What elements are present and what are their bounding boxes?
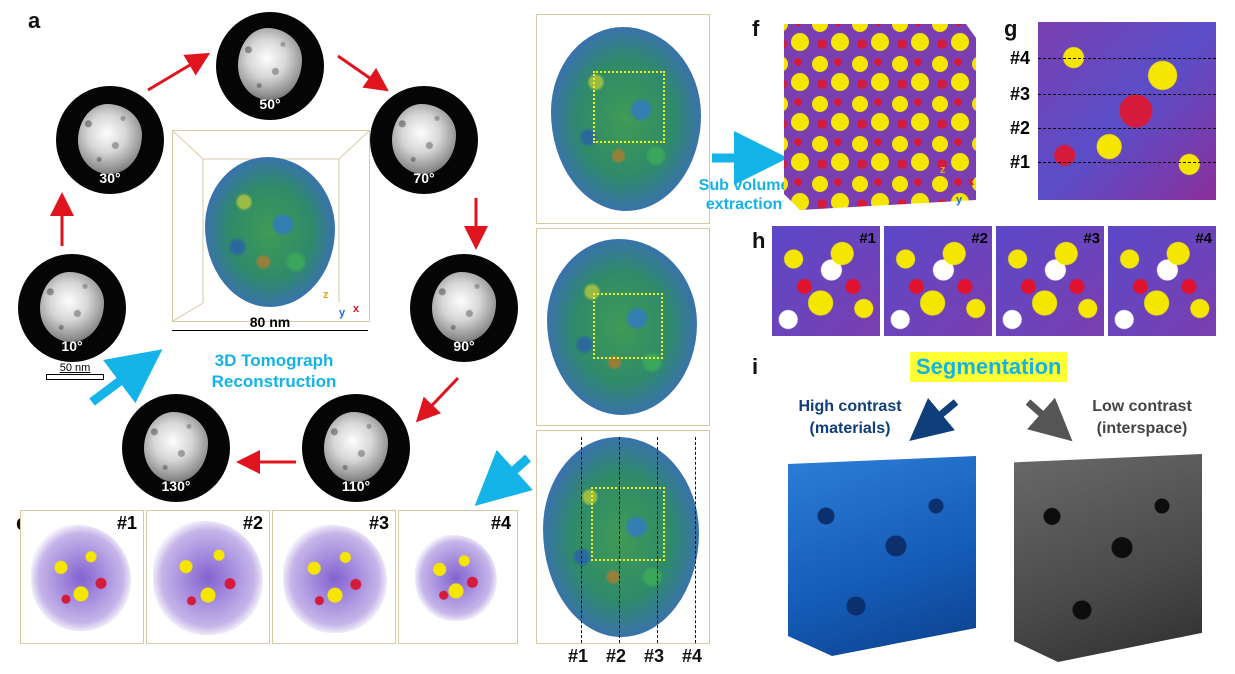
panel-c-volume xyxy=(536,228,710,426)
panel-e-slice-1: #1 xyxy=(20,510,144,644)
panel-g-slice-map xyxy=(1038,22,1216,200)
reconstruction-caption: 3D Tomograph Reconstruction xyxy=(211,351,337,391)
scale-bar: 50 nm xyxy=(46,362,104,380)
tilt-image-10: 10° xyxy=(18,254,126,362)
panel-b-volume xyxy=(536,14,710,224)
slice-line-2 xyxy=(619,437,620,643)
width-dimension-line xyxy=(172,330,368,331)
panel-h-slice-4: #4 xyxy=(1108,226,1216,336)
axis-y-label-f: y xyxy=(956,194,963,206)
subvolume-caption: Sub volume extraction xyxy=(698,177,790,213)
axis-y-label: y xyxy=(339,307,346,319)
panel-f-cube: z y x xyxy=(770,14,980,210)
slice-line-3 xyxy=(657,437,658,643)
slice-label-d-3: #3 xyxy=(644,646,665,666)
tilt-image-70: 70° xyxy=(370,86,478,194)
panel-e-slice-2: #2 xyxy=(146,510,270,644)
materials-cube xyxy=(788,456,976,656)
panel-label-f: f xyxy=(752,16,760,41)
arrow-90-to-110 xyxy=(415,376,460,423)
slice-label-d-2: #2 xyxy=(606,646,627,666)
panel-h-slice-1: #1 xyxy=(772,226,880,336)
subvolume-box xyxy=(593,71,665,143)
width-label: 80 nm xyxy=(249,314,291,330)
g-tick-3: #3 xyxy=(1010,84,1031,104)
arrow-50-to-70 xyxy=(337,54,389,92)
tilt-image-30: 30° xyxy=(56,86,164,194)
tilt-image-90: 90° xyxy=(410,254,518,362)
axis-x-label-f: x xyxy=(968,176,975,188)
arrow-cyan-slices xyxy=(474,449,533,507)
axis-x-label: x xyxy=(353,303,360,315)
tilt-image-110: 110° xyxy=(302,394,410,502)
arrow-grey-low xyxy=(1025,397,1073,442)
arrow-cyan-reconstruction xyxy=(89,349,163,406)
panel-e-slice-3: #3 xyxy=(272,510,396,644)
subvolume-box xyxy=(591,487,665,561)
arrow-navy-high xyxy=(909,397,959,441)
slice-line-4 xyxy=(695,437,696,643)
panel-h-slice-2: #2 xyxy=(884,226,992,336)
axis-z-label-f: z xyxy=(940,164,946,176)
interspace-cube xyxy=(1014,454,1202,662)
reconstruction-box: z y x xyxy=(172,130,370,322)
g-tick-1: #1 xyxy=(1010,152,1031,172)
segmentation-title: Segmentation xyxy=(910,352,1068,382)
axis-z-label: z xyxy=(323,289,329,301)
g-tick-4: #4 xyxy=(1010,48,1031,68)
slice-label-d-4: #4 xyxy=(682,646,703,666)
high-contrast-label: High contrast (materials) xyxy=(798,398,902,437)
tilt-image-50: 50° xyxy=(216,12,324,120)
panel-d-volume xyxy=(536,430,710,644)
panel-h-slice-3: #3 xyxy=(996,226,1104,336)
panel-e-slice-4: #4 xyxy=(398,510,518,644)
subvolume-box xyxy=(593,293,663,359)
panel-label-i: i xyxy=(752,354,759,379)
arrow-30-to-50 xyxy=(147,52,211,92)
slice-line-1 xyxy=(581,437,582,643)
g-tick-2: #2 xyxy=(1010,118,1031,138)
panel-label-g: g xyxy=(1004,16,1018,41)
low-contrast-label: Low contrast (interspace) xyxy=(1092,398,1192,437)
slice-label-d-1: #1 xyxy=(568,646,589,666)
panel-label-h: h xyxy=(752,228,766,253)
tilt-image-130: 130° xyxy=(122,394,230,502)
reconstructed-volume xyxy=(205,157,335,307)
panel-label-a: a xyxy=(28,8,41,33)
